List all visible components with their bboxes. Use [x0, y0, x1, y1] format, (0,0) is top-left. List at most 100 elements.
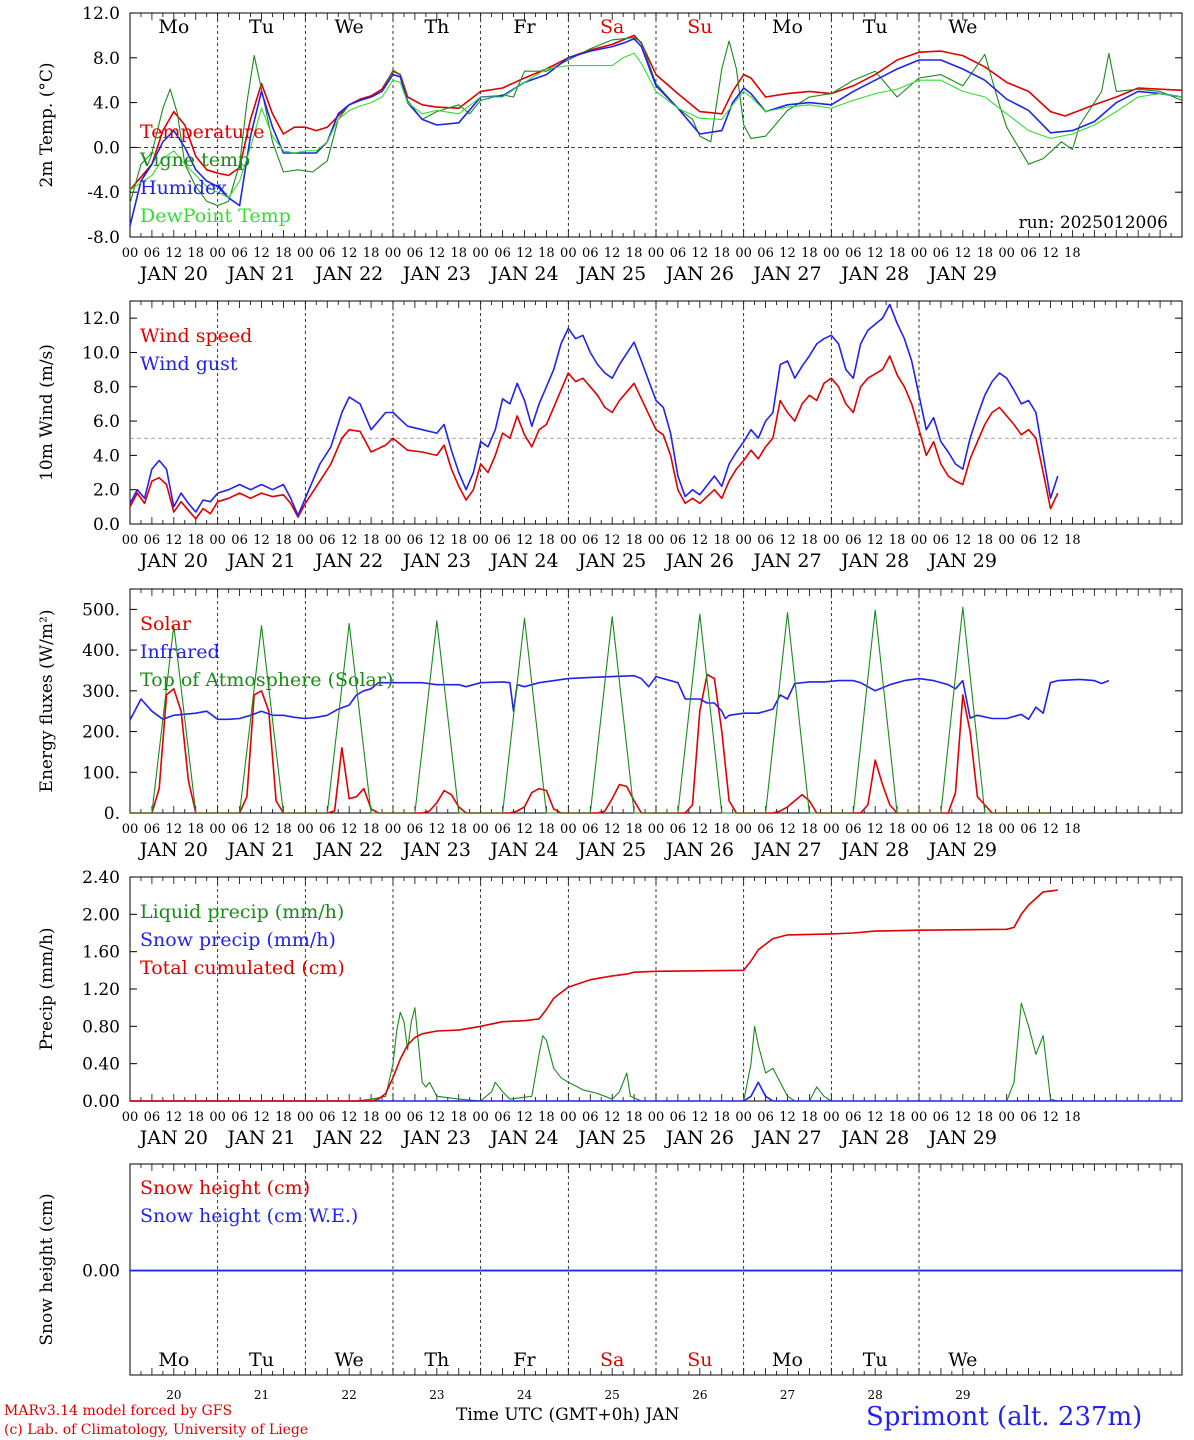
legend-entry: DewPoint Temp [140, 205, 291, 227]
y-tick-label: 12.0 [82, 4, 120, 24]
y-axis-label: Energy fluxes (W/m²) [37, 610, 57, 793]
hour-label: 00 [911, 246, 928, 261]
panel-frame [129, 300, 1183, 525]
hour-label: 06 [933, 246, 950, 261]
hour-label: 06 [407, 822, 424, 837]
hour-label: 18 [187, 533, 204, 548]
hour-label: 12 [341, 822, 358, 837]
y-tick-label: 8.0 [93, 49, 120, 69]
hour-label: 12 [1042, 246, 1059, 261]
panel-frame [129, 588, 1183, 814]
hour-label: 18 [363, 246, 380, 261]
legend-entry: Vigne temp [139, 149, 250, 171]
series-line-snow-precip-mm-h- [130, 1081, 1182, 1102]
model-credit: MARv3.14 model forced by GFS [4, 1403, 233, 1419]
panel-5: 0.00 Snow height (cm) Snow height (cm) Snow… [37, 1163, 1183, 1402]
hour-label: 00 [122, 822, 139, 837]
date-label: JAN 24 [488, 263, 558, 285]
y-tick-label: 6.0 [93, 412, 120, 432]
hour-label: 00 [122, 1110, 139, 1125]
hour-label: 06 [757, 1110, 774, 1125]
day-number: 21 [254, 1388, 269, 1402]
legend-entry: Top of Atmosphere (Solar) [140, 669, 393, 691]
hour-label: 00 [385, 1110, 402, 1125]
day-number: 27 [780, 1388, 795, 1402]
hour-label: 12 [604, 246, 621, 261]
legend-entry: Wind speed [140, 325, 252, 347]
hour-label: 12 [1042, 1110, 1059, 1125]
date-label: JAN 28 [839, 839, 909, 861]
series-line-wind-gust [129, 303, 1059, 517]
hour-label: 06 [494, 533, 511, 548]
hour-label: 12 [955, 822, 972, 837]
hour-label: 18 [363, 1110, 380, 1125]
hour-label: 18 [1064, 1110, 1081, 1125]
hour-label: 18 [713, 246, 730, 261]
day-number: 28 [868, 1388, 883, 1402]
weekday-label: Sa [600, 1349, 624, 1371]
day-number: 20 [166, 1388, 181, 1402]
hour-label: 00 [648, 533, 665, 548]
weekday-label: Su [687, 16, 712, 38]
hour-label: 12 [429, 822, 446, 837]
date-label: JAN 21 [225, 263, 295, 285]
hour-label: 12 [867, 822, 884, 837]
hour-label: 12 [429, 246, 446, 261]
hour-label: 18 [538, 246, 555, 261]
date-label: JAN 20 [138, 1127, 208, 1149]
date-label: JAN 23 [401, 1127, 471, 1149]
hour-label: 18 [889, 533, 906, 548]
date-label: JAN 26 [664, 263, 734, 285]
weekday-label: We [335, 1349, 364, 1371]
y-tick-label: 0.00 [82, 1262, 120, 1282]
hour-label: 18 [538, 533, 555, 548]
hour-label: 18 [801, 1110, 818, 1125]
y-tick-label: 1.20 [82, 980, 120, 1000]
weekday-label: Fr [513, 16, 536, 38]
date-label: JAN 23 [401, 839, 471, 861]
date-label: JAN 27 [751, 839, 821, 861]
y-tick-label: 0.80 [82, 1017, 120, 1037]
y-tick-label: 200. [82, 723, 120, 743]
date-label: JAN 22 [313, 263, 383, 285]
hour-label: 18 [713, 533, 730, 548]
day-number: 22 [342, 1388, 357, 1402]
y-tick-label: -4.0 [87, 183, 120, 203]
legend-entry: Solar [140, 613, 192, 635]
legend-entry: Wind gust [140, 353, 238, 375]
y-axis-label: Snow height (cm) [37, 1193, 57, 1345]
weekday-label: Tu [863, 1349, 888, 1371]
hour-label: 06 [231, 246, 248, 261]
hour-label: 18 [801, 822, 818, 837]
hour-label: 00 [735, 533, 752, 548]
hour-label: 18 [889, 246, 906, 261]
hour-label: 06 [845, 246, 862, 261]
date-label: JAN 24 [488, 550, 558, 572]
hour-label: 12 [253, 822, 270, 837]
hour-label: 06 [1020, 533, 1037, 548]
hour-label: 12 [1042, 822, 1059, 837]
hour-label: 12 [516, 533, 533, 548]
date-label: JAN 22 [313, 1127, 383, 1149]
hour-label: 18 [713, 1110, 730, 1125]
hour-label: 06 [144, 533, 161, 548]
hour-label: 18 [275, 1110, 292, 1125]
weekday-label: Mo [772, 16, 803, 38]
day-number: 26 [692, 1388, 707, 1402]
hour-label: 00 [560, 1110, 577, 1125]
hour-label: 18 [626, 246, 643, 261]
hour-label: 12 [429, 1110, 446, 1125]
hour-label: 06 [845, 822, 862, 837]
hour-label: 06 [757, 822, 774, 837]
y-tick-label: 0.0 [93, 515, 120, 535]
hour-label: 18 [976, 533, 993, 548]
hour-label: 00 [735, 246, 752, 261]
weekday-label: Su [687, 1349, 712, 1371]
series-line-liquid-precip-mm-h- [130, 1002, 1058, 1102]
y-tick-label: 10.0 [82, 343, 120, 363]
series-line-total-cumulated-cm- [130, 889, 1058, 1102]
x-axis-title: Time UTC (GMT+0h) JAN [456, 1405, 680, 1425]
hour-label: 06 [933, 822, 950, 837]
hour-label: 12 [341, 246, 358, 261]
y-tick-label: 500. [82, 600, 120, 620]
